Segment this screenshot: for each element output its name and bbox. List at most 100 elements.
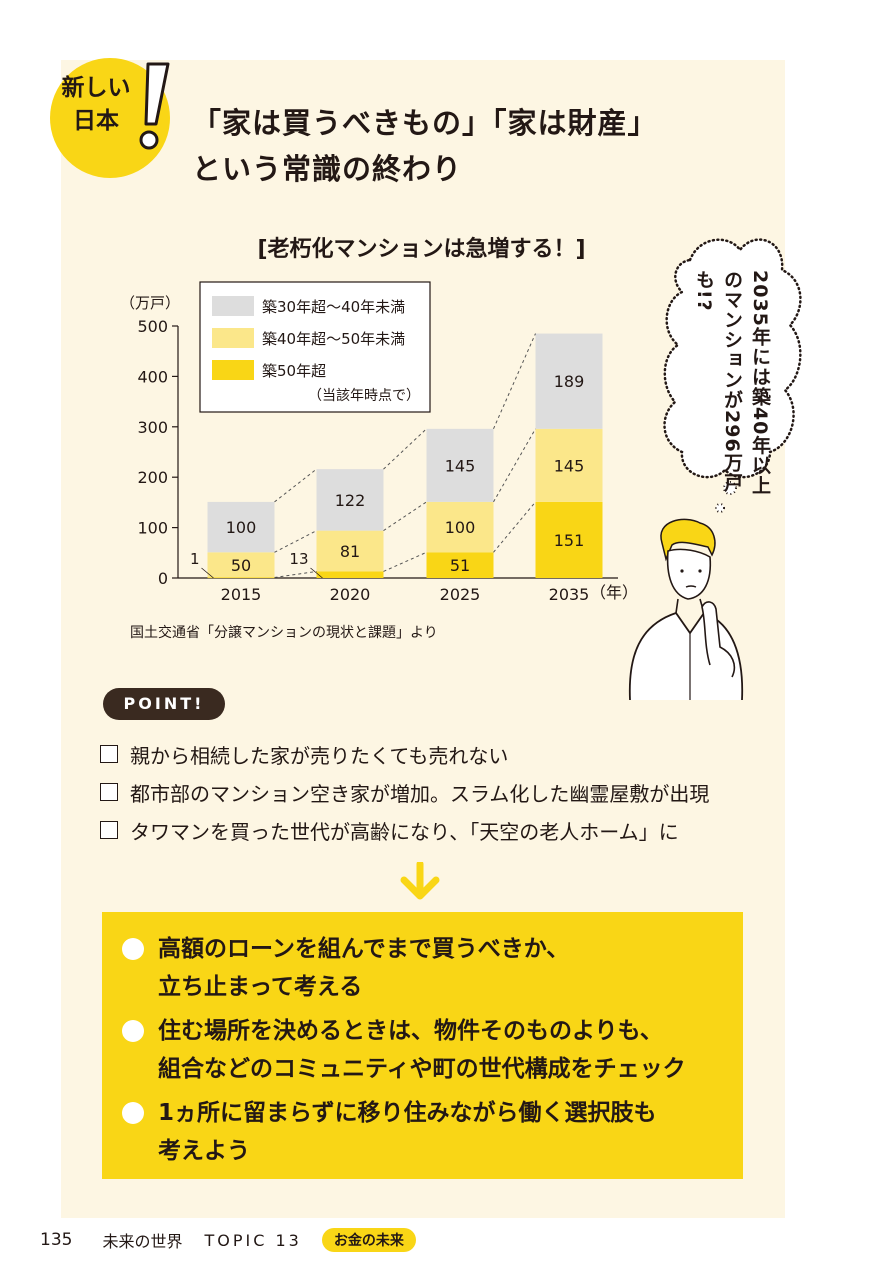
data-label: 50	[231, 556, 251, 575]
checklist-text: 親から相続した家が売りたくても売れない	[130, 743, 509, 768]
data-label: 81	[340, 542, 360, 561]
legend-swatch	[212, 328, 254, 348]
summary-item: 1ヵ所に留まらずに移り住みながら働く選択肢も 考えよう	[122, 1094, 738, 1170]
x-axis-unit: （年）	[590, 583, 638, 602]
y-axis-label: （万戸）	[120, 294, 180, 312]
bar-segment	[426, 552, 494, 578]
y-tick-label: 0	[158, 569, 168, 588]
bar-segment	[207, 577, 275, 579]
summary-list: 高額のローンを組んでまで買うべきか、 立ち止まって考える 住む場所を決めるときは、…	[122, 930, 738, 1176]
data-label: 13	[289, 550, 308, 568]
data-label: 189	[554, 372, 585, 391]
data-label: 100	[445, 518, 476, 537]
bar-segment	[535, 501, 603, 578]
data-label: 145	[445, 456, 476, 475]
connector-line	[383, 501, 427, 532]
down-arrow-icon	[400, 862, 440, 900]
bullet-dot-icon	[122, 938, 144, 960]
category-tag: お金の未来	[321, 1228, 416, 1252]
x-tick-label: 2015	[221, 585, 262, 604]
title-line-2: という常識の終わり	[192, 152, 463, 186]
exclamation-icon	[139, 62, 170, 150]
y-tick-label: 200	[137, 468, 168, 487]
checklist-item: 親から相続した家が売りたくても売れない	[100, 735, 709, 773]
data-label: 151	[554, 531, 585, 550]
chart-title-row: [老朽化マンションは急増する！]	[0, 231, 871, 263]
connector-line	[383, 551, 427, 572]
connector-line	[274, 530, 317, 553]
y-tick-label: 500	[137, 317, 168, 336]
bullet-dot-icon	[122, 1020, 144, 1042]
summary-line: 1ヵ所に留まらずに移り住みながら働く選択肢も	[158, 1100, 657, 1126]
checklist-item: 都市部のマンション空き家が増加。スラム化した幽霊屋敷が出現	[100, 773, 709, 811]
checkbox-icon	[100, 821, 118, 839]
data-label: 51	[450, 556, 470, 575]
legend-swatch	[212, 360, 254, 380]
series-title: 未来の世界	[102, 1232, 183, 1251]
legend-swatch	[212, 296, 254, 316]
legend-label: 築50年超	[262, 362, 326, 380]
data-label: 1	[190, 550, 200, 568]
data-label: 122	[335, 491, 366, 510]
connector-line	[274, 468, 317, 503]
y-tick-label: 100	[137, 519, 168, 538]
thinking-man-illustration	[628, 518, 744, 700]
data-label: 145	[554, 456, 585, 475]
badge-text: 新しい 日本	[50, 72, 142, 138]
data-label-leader	[201, 567, 214, 579]
badge-line-1: 新しい	[61, 75, 131, 101]
badge-line-2: 日本	[73, 108, 119, 134]
bar-segment	[535, 428, 603, 502]
checklist-item: タワマンを買った世代が高齢になり、「天空の老人ホーム」に	[100, 811, 709, 849]
y-tick-label: 300	[137, 418, 168, 437]
bar-segment	[426, 428, 494, 502]
checkbox-icon	[100, 783, 118, 801]
page-title: 「家は買うべきもの」「家は財産」 という常識の終わり	[192, 100, 658, 192]
summary-line: 立ち止まって考える	[158, 974, 363, 1000]
summary-line: 組合などのコミュニティや町の世代構成をチェック	[158, 1056, 686, 1082]
summary-item: 住む場所を決めるときは、物件そのものよりも、 組合などのコミュニティや町の世代構成…	[122, 1012, 738, 1088]
x-tick-label: 2025	[440, 585, 481, 604]
bar-segment	[535, 333, 603, 429]
connector-line	[493, 333, 536, 430]
title-line-1: 「家は買うべきもの」「家は財産」	[192, 106, 658, 140]
checkbox-icon	[100, 745, 118, 763]
bar-segment	[426, 501, 494, 553]
checklist: 親から相続した家が売りたくても売れない 都市部のマンション空き家が増加。スラム化…	[100, 735, 709, 849]
bar-segment	[316, 571, 384, 578]
point-badge: POINT!	[103, 688, 225, 720]
thought-bubble	[663, 238, 802, 513]
chart-source: 国土交通省「分譲マンションの現状と課題」より	[130, 625, 438, 641]
bullet-dot-icon	[122, 1102, 144, 1124]
connector-line	[274, 570, 317, 578]
page-number: 135	[40, 1230, 73, 1250]
connector-line	[493, 428, 536, 503]
x-tick-label: 2035	[549, 585, 590, 604]
bar-segment	[316, 469, 384, 531]
y-tick-label: 400	[137, 367, 168, 386]
summary-line: 住む場所を決めるときは、物件そのものよりも、	[158, 1018, 663, 1044]
data-label-leader	[310, 567, 323, 579]
legend-label: 築30年超〜40年未満	[262, 298, 405, 316]
summary-line: 考えよう	[158, 1138, 250, 1164]
legend-label: 築40年超〜50年未満	[262, 330, 405, 348]
bubble-text: 2035年には築40年以上のマンションが296万戸も!?	[693, 270, 771, 496]
legend-note: （当該年時点で）	[308, 388, 420, 404]
summary-item: 高額のローンを組んでまで買うべきか、 立ち止まって考える	[122, 930, 738, 1006]
chart-plot: 0 100 200 300 400 500 2015 1 50 100 2020 13 81 122 202…	[137, 317, 618, 604]
page-footer: 135 未来の世界 TOPIC 13 お金の未来	[40, 1228, 416, 1252]
connector-line	[383, 428, 427, 470]
checklist-text: タワマンを買った世代が高齢になり、「天空の老人ホーム」に	[130, 819, 679, 844]
topic-label: TOPIC 13	[204, 1230, 302, 1250]
summary-box	[102, 912, 743, 1179]
x-tick-label: 2020	[330, 585, 371, 604]
checklist-text: 都市部のマンション空き家が増加。スラム化した幽霊屋敷が出現	[130, 781, 710, 806]
summary-line: 高額のローンを組んでまで買うべきか、	[158, 936, 570, 962]
bar-segment	[316, 530, 384, 572]
connector-line	[493, 501, 536, 553]
data-label: 100	[226, 518, 257, 537]
bar-segment	[207, 501, 275, 553]
bar-segment	[207, 552, 275, 578]
